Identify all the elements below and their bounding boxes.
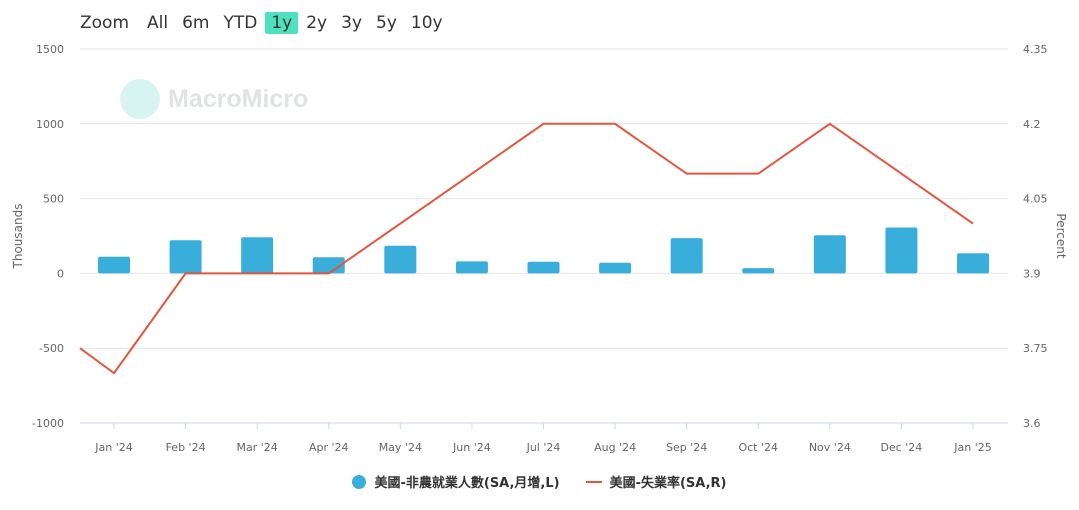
x-tick-label: Sep '24 — [666, 441, 707, 454]
line-path — [79, 122, 974, 375]
zoom-1y-button[interactable]: 1y — [265, 12, 299, 34]
bar — [527, 261, 560, 274]
x-tick-label: Mar '24 — [237, 441, 278, 454]
right-tick-label: 4.35 — [1023, 43, 1048, 56]
zoom-bar: Zoom All 6m YTD 1y 2y 3y 5y 10y — [80, 10, 451, 36]
legend-item-line[interactable]: 美國-失業率(SA,R) — [585, 472, 727, 491]
bar — [957, 253, 989, 274]
watermark-text: MacroMicro — [168, 84, 309, 113]
right-tick-label: 3.75 — [1023, 342, 1048, 355]
bar-series — [98, 227, 989, 274]
zoom-10y-button[interactable]: 10y — [410, 13, 443, 33]
x-tick-label: Jun '24 — [452, 441, 491, 454]
bar — [742, 268, 775, 274]
x-tick-label: Oct '24 — [738, 441, 778, 454]
right-axis-ticks: 4.35 4.2 4.05 3.9 3.75 3.6 — [1023, 43, 1048, 430]
left-axis-ticks: 1500 1000 500 0 -500 -1000 — [32, 43, 64, 430]
bar — [885, 227, 918, 274]
x-tick-label: Jan '24 — [94, 441, 132, 454]
left-tick-label: 1000 — [36, 118, 64, 131]
x-tick-label: May '24 — [379, 441, 422, 454]
zoom-all-button[interactable]: All — [147, 13, 169, 33]
x-tick-label: Nov '24 — [809, 441, 851, 454]
bar — [670, 238, 703, 274]
left-tick-label: 500 — [43, 193, 64, 206]
legend-bar-label: 美國-非農就業人數(SA,月增,L) — [374, 476, 560, 491]
right-axis-label: Percent — [1054, 213, 1068, 258]
x-tick-label: Aug '24 — [594, 441, 636, 454]
right-tick-label: 3.9 — [1023, 267, 1041, 280]
combo-chart: 1500 1000 500 0 -500 -1000 4.35 4.2 4.05 3.9 3.75… — [11, 43, 1068, 454]
right-tick-label: 3.6 — [1023, 417, 1041, 430]
legend-line-marker — [585, 480, 602, 483]
legend: 美國-非農就業人數(SA,月增,L) 美國-失業率(SA,R) — [0, 472, 1079, 491]
x-tick-label: Feb '24 — [166, 441, 206, 454]
zoom-label: Zoom — [80, 13, 130, 33]
zoom-3y-button[interactable]: 3y — [341, 13, 363, 33]
line-series — [79, 122, 974, 375]
zoom-ytd-button[interactable]: YTD — [223, 13, 258, 33]
x-tick-label: Dec '24 — [881, 441, 923, 454]
left-tick-label: -1000 — [32, 417, 64, 430]
chart-logo-icon — [120, 79, 160, 119]
bar — [384, 245, 417, 274]
grid-lines — [80, 48, 1008, 424]
bar — [98, 256, 130, 274]
bar — [169, 240, 202, 274]
bar — [455, 261, 488, 274]
legend-line-label: 美國-失業率(SA,R) — [609, 476, 727, 491]
legend-item-bar[interactable]: 美國-非農就業人數(SA,月增,L) — [352, 472, 560, 491]
bar — [241, 237, 274, 274]
bar — [599, 262, 632, 274]
bar — [312, 257, 345, 274]
x-tick-label: Jan '25 — [953, 441, 991, 454]
watermark-logo: MacroMicro — [120, 79, 308, 119]
legend-bar-marker — [352, 474, 367, 489]
right-tick-label: 4.2 — [1023, 118, 1041, 131]
x-tick-label: Apr '24 — [309, 441, 349, 454]
x-axis-ticks: Jan '24 Feb '24 Mar '24 Apr '24 May '24 Jun '… — [94, 423, 992, 454]
x-tick-label: Jul '24 — [526, 441, 561, 454]
left-tick-label: 0 — [57, 267, 64, 280]
left-tick-label: -500 — [39, 342, 64, 355]
bar — [813, 235, 846, 274]
left-axis-label: Thousands — [11, 204, 25, 270]
right-tick-label: 4.05 — [1023, 193, 1048, 206]
zoom-5y-button[interactable]: 5y — [376, 13, 397, 33]
zoom-6m-button[interactable]: 6m — [182, 13, 210, 33]
left-tick-label: 1500 — [36, 43, 64, 56]
zoom-2y-button[interactable]: 2y — [306, 13, 328, 33]
